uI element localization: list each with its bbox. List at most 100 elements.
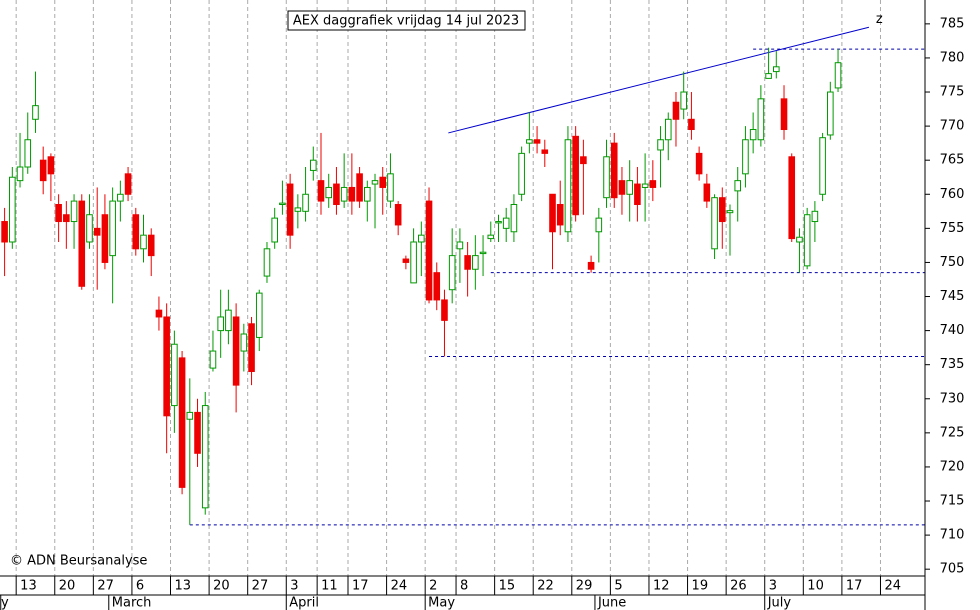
grid-layer [15, 0, 881, 576]
x-tick-label: 24 [884, 579, 901, 594]
candle-body [541, 149, 549, 154]
candle-body [634, 183, 641, 205]
candle-body [232, 316, 240, 386]
candle-body [325, 186, 333, 199]
candle-body [811, 210, 819, 223]
candle-body [796, 236, 803, 243]
candle-body [749, 129, 757, 141]
candle-body [70, 200, 78, 223]
candle-body [819, 137, 826, 195]
candle-body [533, 139, 541, 144]
candle-body [163, 316, 170, 417]
candle-body [255, 292, 263, 338]
y-tick-label: 770 [940, 119, 965, 134]
trendline [448, 26, 870, 134]
x-tick-label: 13 [175, 579, 192, 594]
candle-body [16, 166, 24, 182]
candle-body [201, 405, 209, 509]
candle-body [178, 357, 186, 488]
candle-body [9, 176, 16, 243]
candle-body [626, 180, 633, 195]
x-tick-label: 8 [460, 579, 468, 594]
candle-body [564, 139, 572, 233]
candle-body [472, 255, 479, 270]
x-tick-label: 10 [807, 579, 824, 594]
candle-body [580, 156, 587, 165]
candle-body [317, 180, 325, 202]
trendline-label: z [876, 12, 883, 27]
candle-body [711, 197, 718, 250]
candle-body [78, 200, 86, 287]
candle-body [718, 197, 726, 223]
candle-body [425, 200, 433, 301]
title-box [287, 10, 526, 31]
candle-body [1, 221, 8, 243]
candle-body [217, 316, 224, 332]
candle-body [24, 139, 32, 168]
candle-body [479, 251, 487, 255]
candle-body [271, 217, 278, 243]
candle-body [39, 159, 47, 182]
y-tick-label: 705 [940, 562, 965, 577]
candle-body [433, 272, 441, 301]
x-tick-label: 15 [499, 579, 516, 594]
credit: © ADN Beursanalyse [10, 554, 147, 569]
month-label: July [767, 596, 792, 610]
y-tick-label: 780 [940, 50, 965, 65]
candle-body [63, 214, 70, 223]
candle-body [248, 323, 255, 373]
candle-body [703, 183, 711, 202]
candle-body [171, 343, 178, 407]
candle-body [363, 186, 371, 202]
candle-body [194, 411, 201, 454]
candle-body [132, 214, 140, 250]
y-tick-label: 775 [940, 85, 965, 100]
candle-body [418, 234, 425, 243]
y-tick-label: 725 [940, 425, 965, 440]
candle-body [371, 180, 379, 185]
candle-body [780, 98, 788, 131]
y-tick-label: 715 [940, 494, 965, 509]
y-tick-label: 785 [940, 16, 965, 31]
x-tick-label: 3 [769, 579, 777, 594]
y-tick-label: 720 [940, 459, 965, 474]
candle-body [610, 142, 618, 199]
y-tick-label: 730 [940, 391, 965, 406]
candle-body [379, 176, 387, 188]
candle-body [340, 186, 348, 202]
x-tick-label: 6 [136, 579, 144, 594]
candle-body [333, 183, 340, 205]
candle-body [788, 156, 796, 240]
candle-body [294, 207, 302, 212]
x-tick-label: 5 [614, 579, 622, 594]
candle-body [526, 139, 533, 144]
y-tick-label: 755 [940, 221, 965, 236]
candle-body [518, 152, 525, 195]
candle-body [47, 156, 55, 175]
candle-body [209, 350, 217, 369]
candle-body [410, 241, 417, 284]
y-tick-label: 765 [940, 153, 965, 168]
candle-body [734, 180, 742, 192]
candle-body [549, 193, 556, 233]
candle-body [394, 203, 402, 226]
candle-body [672, 101, 680, 120]
candle-body [348, 186, 356, 202]
x-tick-label: 19 [692, 579, 709, 594]
x-tick-label: 3 [290, 579, 298, 594]
candle-body [618, 180, 626, 195]
candle-body [765, 73, 772, 79]
y-tick-label: 760 [940, 187, 965, 202]
candle-body [441, 299, 448, 321]
candle-body [657, 139, 664, 151]
candle-body [502, 217, 510, 229]
candle-body [726, 210, 734, 214]
candle-body [456, 241, 464, 250]
x-tick-label: 17 [352, 579, 369, 594]
x-tick-label: 11 [321, 579, 338, 594]
candle-body [464, 255, 471, 270]
candle-body [155, 309, 163, 318]
y-tick-label: 745 [940, 289, 965, 304]
candle-body [286, 183, 294, 236]
